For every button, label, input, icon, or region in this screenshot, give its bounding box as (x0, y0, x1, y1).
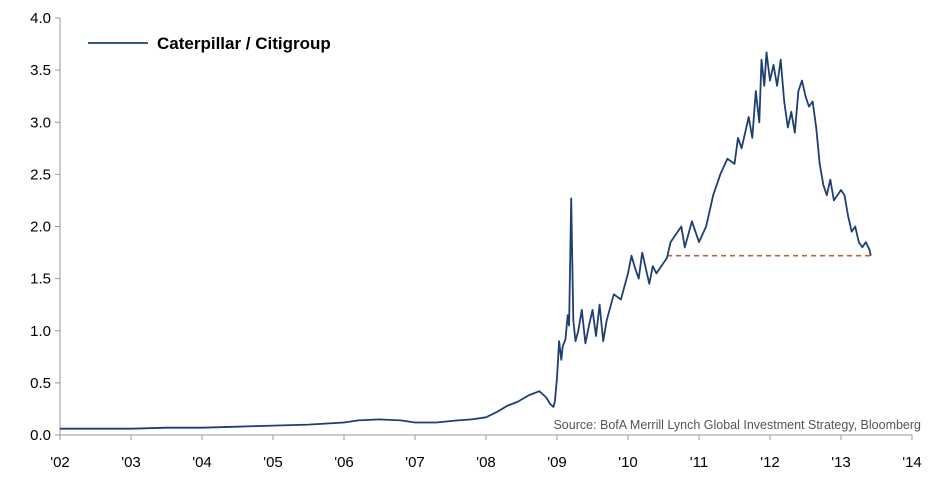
x-axis: '02 '03 '04 '05 '06 '07 '08 '09 '10 '11 '12 '13 '14 (50, 434, 922, 471)
x-tick-label: '03 (121, 454, 141, 471)
x-tick-label: '10 (618, 454, 638, 471)
y-tick-label: 3.0 (30, 114, 51, 131)
y-tick-label: 2.0 (30, 219, 51, 236)
y-tick-label: 1.5 (30, 271, 51, 288)
x-tick-label: '05 (263, 454, 283, 471)
y-tick-label: 3.5 (30, 62, 51, 79)
x-tick-label: '12 (760, 454, 780, 471)
legend-label: Caterpillar / Citigroup (157, 34, 331, 53)
series-line (60, 51, 872, 430)
source-annotation: Source: BofA Merrill Lynch Global Invest… (553, 418, 921, 432)
y-tick-label: 2.5 (30, 166, 51, 183)
x-tick-label: '07 (405, 454, 425, 471)
x-tick-label: '08 (476, 454, 496, 471)
y-tick-label: 1.0 (30, 323, 51, 340)
legend: Caterpillar / Citigroup (88, 34, 331, 53)
x-tick-label: '06 (334, 454, 354, 471)
x-tick-label: '09 (547, 454, 567, 471)
x-tick-label: '13 (831, 454, 851, 471)
y-tick-label: 0.5 (30, 375, 51, 392)
plot-area (60, 51, 872, 430)
x-tick-label: '02 (50, 454, 70, 471)
y-tick-label: 4.0 (30, 10, 51, 27)
x-tick-label: '04 (192, 454, 212, 471)
y-tick-label: 0.0 (30, 427, 51, 444)
y-axis: 0.0 0.5 1.0 1.5 2.0 2.5 3.0 3.5 4.0 (30, 10, 61, 444)
x-tick-label: '11 (690, 454, 708, 471)
x-tick-label: '14 (902, 454, 922, 471)
